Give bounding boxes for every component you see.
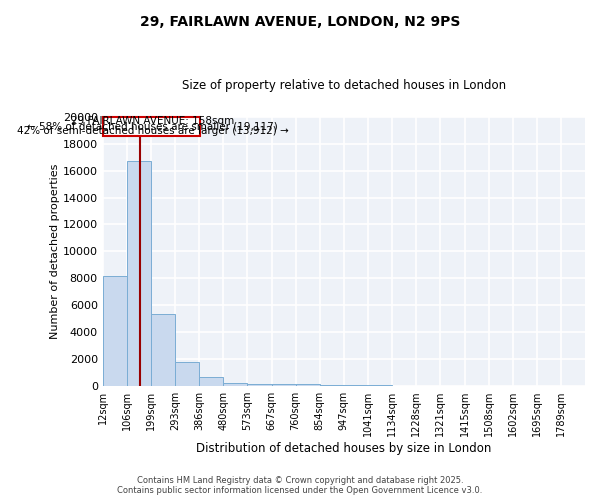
Text: 29 FAIRLAWN AVENUE: 158sqm: 29 FAIRLAWN AVENUE: 158sqm [71,116,235,126]
Bar [272,384,296,386]
Bar [320,385,344,386]
Bar [247,384,272,386]
FancyBboxPatch shape [103,117,200,136]
Text: Contains HM Land Registry data © Crown copyright and database right 2025.
Contai: Contains HM Land Registry data © Crown c… [118,476,482,495]
Bar [151,314,175,386]
Bar [127,161,151,386]
Title: Size of property relative to detached houses in London: Size of property relative to detached ho… [182,79,506,92]
Bar [296,384,320,386]
Bar [223,382,247,386]
Bar [199,378,223,386]
Text: ← 58% of detached houses are smaller (19,117): ← 58% of detached houses are smaller (19… [28,121,278,131]
Y-axis label: Number of detached properties: Number of detached properties [50,164,60,339]
Text: 42% of semi-detached houses are larger (13,912) →: 42% of semi-detached houses are larger (… [17,126,289,136]
Bar [103,276,127,386]
Text: 29, FAIRLAWN AVENUE, LONDON, N2 9PS: 29, FAIRLAWN AVENUE, LONDON, N2 9PS [140,15,460,29]
Bar [175,362,199,386]
X-axis label: Distribution of detached houses by size in London: Distribution of detached houses by size … [196,442,491,455]
